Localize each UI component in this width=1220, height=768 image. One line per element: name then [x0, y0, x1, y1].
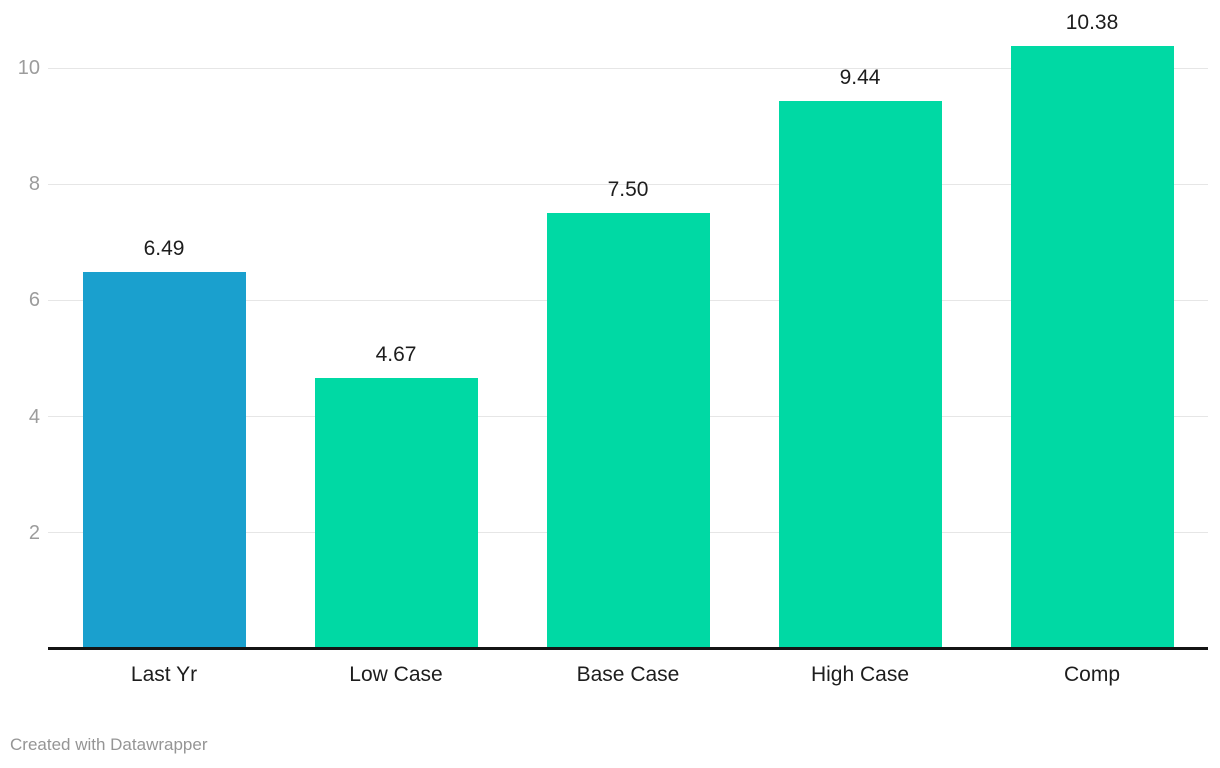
gridline-10 [48, 67, 1208, 69]
value-label: 7.50 [607, 178, 649, 202]
value-label: 6.49 [143, 236, 185, 260]
y-tick-label: 2 [28, 521, 40, 544]
bar-high-case [778, 100, 942, 649]
bar-low-case [314, 377, 478, 649]
bar-last-yr [82, 271, 246, 649]
value-label: 4.67 [375, 342, 417, 366]
x-category-label: Comp [1063, 663, 1121, 686]
bar-comp [1010, 45, 1174, 649]
value-label: 9.44 [839, 65, 881, 89]
datawrapper-credit-link[interactable]: Created with Datawrapper [10, 735, 208, 754]
x-category-label: Low Case [349, 663, 443, 686]
y-tick-label: 8 [28, 173, 40, 196]
bar-base-case [546, 213, 710, 649]
y-tick-label: 10 [17, 57, 40, 79]
value-label: 10.38 [1065, 10, 1119, 34]
x-category-label: Base Case [576, 663, 680, 686]
gridline-8 [48, 183, 1208, 185]
x-category-label: Last Yr [130, 663, 198, 686]
y-tick-label: 6 [28, 289, 40, 312]
x-axis-line [48, 647, 1208, 650]
x-category-label: High Case [810, 663, 910, 686]
y-tick-label: 4 [28, 405, 40, 428]
